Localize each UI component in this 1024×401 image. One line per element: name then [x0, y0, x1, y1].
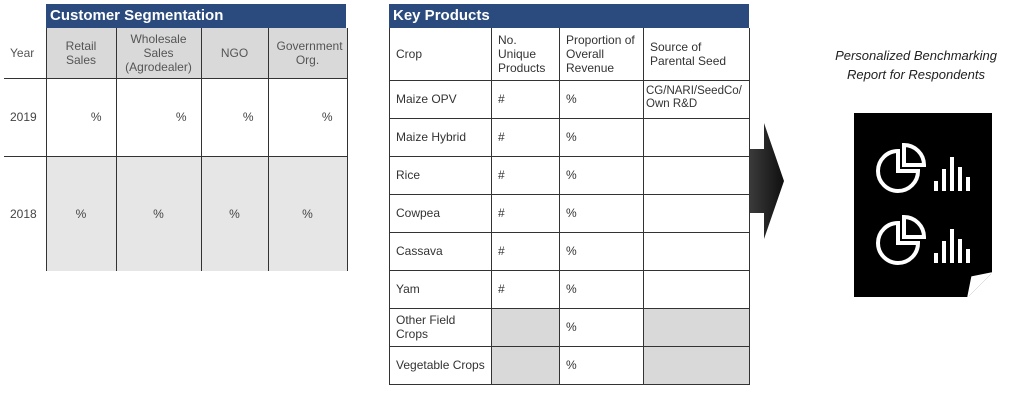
table-cell: #	[491, 231, 560, 271]
table-cell: %	[559, 307, 644, 347]
table-cell: %	[559, 345, 644, 385]
table-cell: #	[491, 117, 560, 157]
column-header-year: Year	[4, 28, 46, 79]
crop-name: Yam	[389, 269, 492, 309]
table-row: Yam # %	[389, 269, 750, 309]
crop-name: Maize OPV	[389, 79, 492, 119]
crop-name: Rice	[389, 155, 492, 195]
table-cell	[643, 117, 750, 157]
table-row: Cassava # %	[389, 231, 750, 271]
table-cell: #	[491, 155, 560, 195]
table-cell	[491, 307, 560, 347]
table-cell: #	[491, 79, 560, 119]
crop-name: Cassava	[389, 231, 492, 271]
column-header-wholesale: Wholesale Sales (Agrodealer)	[115, 28, 201, 79]
right-arrow-icon	[750, 123, 784, 239]
table-cell: %	[267, 78, 348, 157]
table-cell: %	[115, 156, 201, 271]
table-cell: %	[559, 117, 644, 157]
pie-chart-icon	[876, 142, 927, 193]
table-cell: %	[559, 155, 644, 195]
crop-name: Cowpea	[389, 193, 492, 233]
column-header-government: Government Org.	[267, 28, 348, 79]
table-row: 2018 % % % %	[4, 156, 348, 271]
report-title-line-1: Personalized Benchmarking	[835, 48, 997, 63]
bar-chart-icon	[934, 157, 970, 191]
table-header-row: Crop No. Unique Products Proportion of O…	[389, 28, 750, 81]
table-cell: %	[115, 78, 201, 157]
report-title: Personalized Benchmarking Report for Res…	[810, 46, 1022, 84]
table-cell	[643, 193, 750, 233]
table-cell: #	[491, 269, 560, 309]
pie-chart-icon	[876, 214, 927, 265]
table-cell	[643, 307, 750, 347]
table-row: Other Field Crops %	[389, 307, 750, 347]
table-row: Maize OPV # % CG/NARI/SeedCo/ Own R&D	[389, 79, 750, 119]
table-cell	[643, 269, 750, 309]
table-cell: %	[200, 156, 268, 271]
row-year: 2019	[4, 78, 46, 157]
column-header-retail: Retail Sales	[45, 28, 116, 79]
table-cell: %	[45, 156, 116, 271]
customer-segmentation-table: Year Retail Sales Wholesale Sales (Agrod…	[4, 28, 348, 271]
table-header-row: Year Retail Sales Wholesale Sales (Agrod…	[4, 28, 348, 79]
crop-name: Maize Hybrid	[389, 117, 492, 157]
table-row: Cowpea # %	[389, 193, 750, 233]
crop-name: Other Field Crops	[389, 307, 492, 347]
bar-chart-icon	[934, 229, 970, 263]
table-cell: %	[559, 79, 644, 119]
table-cell	[491, 345, 560, 385]
table-cell	[643, 155, 750, 195]
table-cell	[643, 231, 750, 271]
table-cell	[643, 345, 750, 385]
row-year: 2018	[4, 156, 46, 271]
table-cell: %	[200, 78, 268, 157]
table-cell: %	[559, 193, 644, 233]
column-header-unique-products: No. Unique Products	[491, 28, 560, 81]
crop-name: Vegetable Crops	[389, 345, 492, 385]
table-cell: #	[491, 193, 560, 233]
table-row: Maize Hybrid # %	[389, 117, 750, 157]
key-products-title: Key Products	[389, 4, 749, 28]
table-row: Vegetable Crops %	[389, 345, 750, 385]
column-header-revenue: Proportion of Overall Revenue	[559, 28, 644, 81]
table-row: Rice # %	[389, 155, 750, 195]
customer-segmentation-title: Customer Segmentation	[46, 4, 346, 28]
table-cell: %	[559, 269, 644, 309]
table-cell: CG/NARI/SeedCo/ Own R&D	[643, 79, 750, 119]
table-cell: %	[45, 78, 116, 157]
table-cell: %	[267, 156, 348, 271]
table-row: 2019 % % % %	[4, 78, 348, 157]
report-document-icon	[854, 113, 992, 297]
column-header-crop: Crop	[389, 28, 492, 81]
key-products-table: Crop No. Unique Products Proportion of O…	[389, 28, 750, 385]
column-header-ngo: NGO	[200, 28, 268, 79]
report-title-line-2: Report for Respondents	[846, 67, 986, 82]
column-header-parental-seed: Source of Parental Seed	[643, 28, 750, 81]
table-cell: %	[559, 231, 644, 271]
